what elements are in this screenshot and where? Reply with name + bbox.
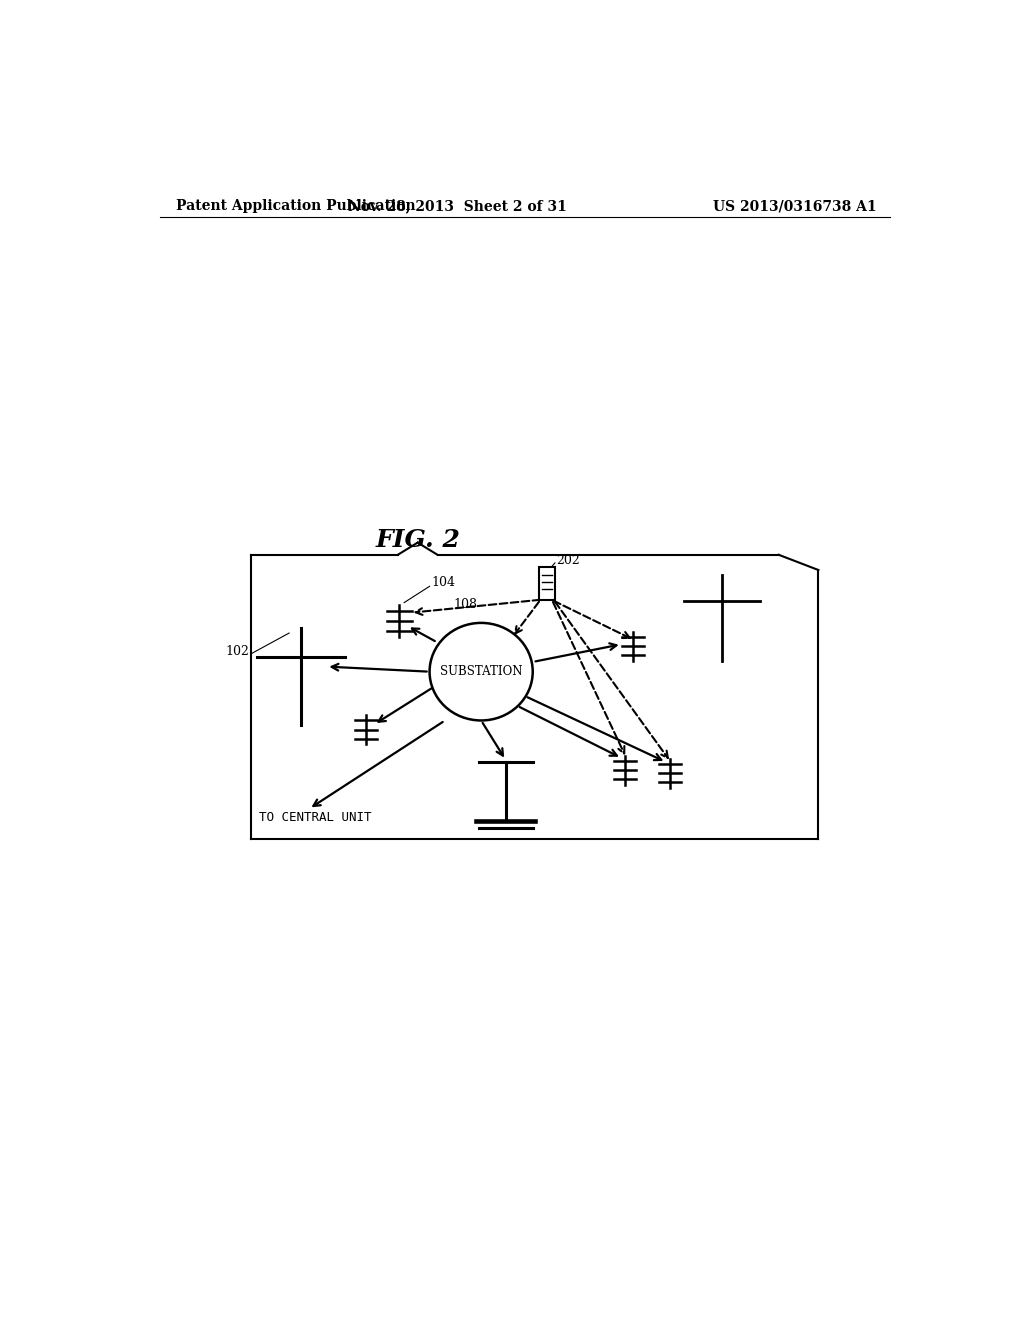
Text: Nov. 28, 2013  Sheet 2 of 31: Nov. 28, 2013 Sheet 2 of 31: [348, 199, 566, 213]
Text: FIG. 2: FIG. 2: [375, 528, 460, 552]
Text: Patent Application Publication: Patent Application Publication: [176, 199, 416, 213]
Text: TO CENTRAL UNIT: TO CENTRAL UNIT: [259, 810, 372, 824]
FancyBboxPatch shape: [539, 568, 555, 599]
Text: SUBSTATION: SUBSTATION: [440, 665, 522, 678]
Text: US 2013/0316738 A1: US 2013/0316738 A1: [713, 199, 877, 213]
Text: 202: 202: [557, 554, 581, 568]
Text: 104: 104: [431, 576, 455, 589]
Text: 102: 102: [225, 645, 250, 657]
Text: 108: 108: [454, 598, 477, 611]
